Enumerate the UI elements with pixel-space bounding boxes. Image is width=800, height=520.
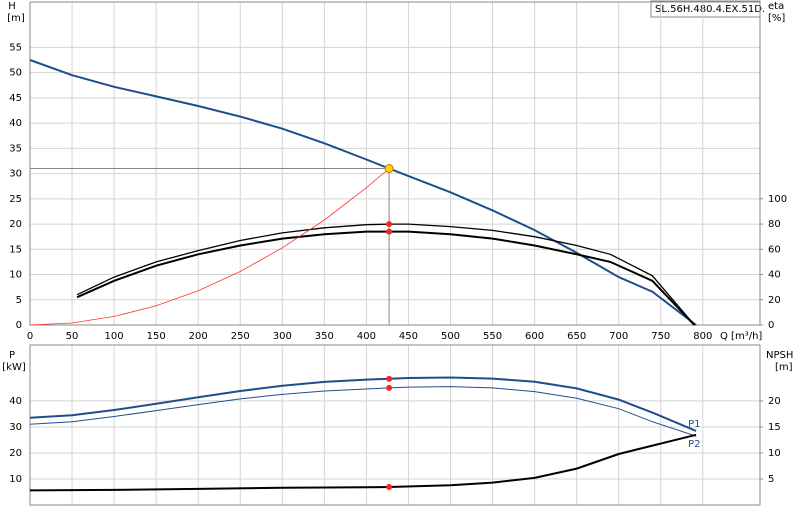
curve (29, 376, 697, 432)
y2-tick-label: 20 (768, 295, 781, 306)
y-tick-label: 5 (16, 295, 22, 306)
x-tick-label: 0 (27, 331, 33, 342)
y2-unit: [%] (768, 13, 785, 24)
x-tick-label: 650 (567, 331, 586, 342)
x-tick-label: 750 (651, 331, 670, 342)
y-tick-label: 10 (9, 474, 22, 485)
y-tick-label: 25 (9, 194, 22, 205)
y-title: H (8, 1, 16, 12)
x-tick-label: 200 (189, 331, 208, 342)
plot-frame (29, 1, 761, 326)
marker (386, 375, 393, 382)
y2-tick-label: 0 (768, 320, 774, 331)
x-tick-label: 400 (357, 331, 376, 342)
y2-title: NPSH (766, 350, 793, 361)
curve-label: P1 (688, 419, 700, 430)
curve (29, 168, 390, 326)
y-unit: [kW] (2, 362, 26, 373)
y2-tick-label: 80 (768, 219, 781, 230)
marker (386, 484, 393, 491)
x-tick-label: 150 (147, 331, 166, 342)
x-tick-label: 50 (66, 331, 79, 342)
y-tick-label: 45 (9, 93, 22, 104)
curve-label: P2 (688, 439, 700, 450)
plot-frame (29, 344, 761, 506)
curve (29, 59, 697, 326)
y-tick-label: 0 (16, 320, 22, 331)
marker (384, 164, 394, 174)
y2-tick-label: 40 (768, 270, 781, 281)
y2-tick-label: 20 (768, 396, 781, 407)
y-tick-label: 40 (9, 396, 22, 407)
y2-title: eta (768, 1, 784, 12)
y-tick-label: 50 (9, 68, 22, 79)
pump-label: SL.56H.480.4.EX.51D. (655, 4, 765, 15)
y-tick-label: 30 (9, 422, 22, 433)
x-tick-label: 250 (231, 331, 250, 342)
x-tick-label: 600 (525, 331, 544, 342)
curve (29, 433, 697, 492)
y2-unit: [m] (775, 362, 793, 373)
y-tick-label: 40 (9, 118, 22, 129)
y-tick-label: 15 (9, 244, 22, 255)
x-tick-label: 100 (105, 331, 124, 342)
y-title: P (9, 350, 15, 361)
curve (76, 230, 696, 326)
marker (386, 228, 393, 235)
y2-tick-label: 10 (768, 448, 781, 459)
x-title: Q [m³/h] (720, 331, 762, 342)
marker (386, 221, 393, 228)
y2-tick-label: 15 (768, 422, 781, 433)
x-tick-label: 500 (441, 331, 460, 342)
y-tick-label: 10 (9, 270, 22, 281)
marker (386, 384, 393, 391)
x-tick-label: 300 (273, 331, 292, 342)
y2-tick-label: 60 (768, 244, 781, 255)
y-tick-label: 35 (9, 143, 22, 154)
y-tick-label: 30 (9, 169, 22, 180)
x-tick-label: 800 (693, 331, 712, 342)
x-tick-label: 550 (483, 331, 502, 342)
x-tick-label: 700 (609, 331, 628, 342)
y2-tick-label: 5 (768, 474, 774, 485)
y-tick-label: 55 (9, 42, 22, 53)
x-tick-label: 450 (399, 331, 418, 342)
y2-tick-label: 100 (768, 194, 787, 205)
curve (29, 386, 697, 437)
y-tick-label: 20 (9, 219, 22, 230)
x-tick-label: 350 (315, 331, 334, 342)
y-tick-label: 20 (9, 448, 22, 459)
y-unit: [m] (7, 13, 25, 24)
